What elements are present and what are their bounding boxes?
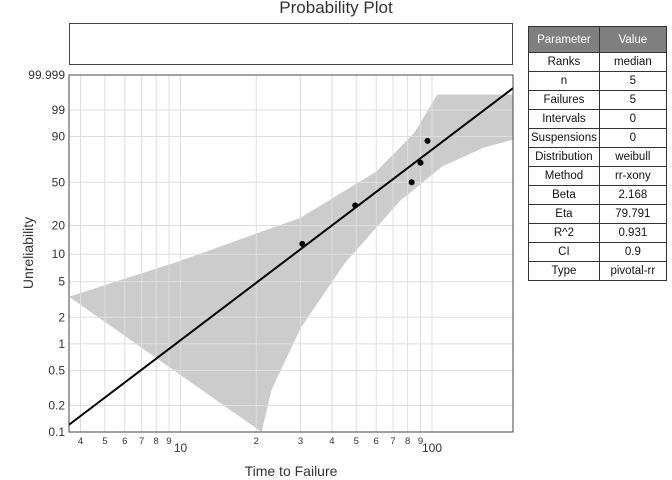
y-axis-label: Unreliability [20, 217, 36, 289]
value-cell: rr-xony [598, 166, 667, 186]
value-cell: median [598, 52, 667, 72]
x-minor-tick-label: 7 [390, 436, 395, 447]
value-cell: 2.168 [598, 185, 667, 205]
y-tick-label: 10 [52, 247, 66, 261]
x-minor-tick-label: 3 [298, 436, 303, 447]
x-minor-tick-label: 4 [78, 436, 83, 447]
legend-box [69, 23, 513, 65]
fit-line-layer [68, 87, 514, 426]
x-minor-tick-label: 9 [166, 436, 171, 447]
table-row: R^2 0.931 [528, 223, 667, 243]
data-point [417, 159, 424, 166]
value-cell: 0.9 [598, 242, 667, 262]
param-cell: Suspensions [528, 128, 600, 148]
param-cell: Type [528, 261, 600, 281]
x-axis-label: Time to Failure [245, 463, 338, 479]
x-minor-tick-label: 2 [254, 436, 259, 447]
table-row: Method rr-xony [528, 166, 667, 186]
data-points-layer [299, 137, 431, 247]
value-cell: 5 [598, 90, 667, 110]
x-minor-tick-label: 8 [405, 436, 410, 447]
y-tick-label: 1 [58, 337, 65, 351]
value-cell: 79.791 [598, 204, 667, 224]
x-minor-tick-label: 6 [374, 436, 379, 447]
param-cell: Beta [528, 185, 600, 205]
table-row: Distribution weibull [528, 147, 667, 167]
value-cell: 5 [598, 71, 667, 91]
confidence-band [69, 94, 513, 432]
table-row: Suspensions 0 [528, 128, 667, 148]
table-row: Type pivotal-rr [528, 261, 667, 281]
value-cell: weibull [598, 147, 667, 167]
x-major-tick-label: 10 [174, 441, 188, 455]
table-row: Beta 2.168 [528, 185, 667, 205]
param-cell: R^2 [528, 223, 600, 243]
confidence-band-layer [69, 94, 513, 432]
y-tick-label: 50 [52, 175, 66, 189]
y-tick-label: 20 [52, 219, 66, 233]
table-row: Failures 5 [528, 90, 667, 110]
data-point [299, 240, 306, 247]
y-tick-label: 0.5 [48, 363, 65, 377]
param-cell: Distribution [528, 147, 600, 167]
table-row: Eta 79.791 [528, 204, 667, 224]
value-cell: 0 [598, 109, 667, 129]
param-cell: Failures [528, 90, 600, 110]
x-minor-tick-label: 7 [139, 436, 144, 447]
y-tick-label: 5 [58, 275, 65, 289]
x-minor-tick-label: 6 [122, 436, 127, 447]
header-value: Value [598, 26, 667, 53]
table-row: Ranks median [528, 52, 667, 72]
y-tick-label: 99.999 [28, 68, 65, 82]
y-tick-label: 90 [52, 129, 66, 143]
data-point [408, 179, 415, 186]
plot-area-frame [68, 74, 514, 433]
fit-line [68, 87, 514, 426]
param-cell: CI [528, 242, 600, 262]
value-cell: 0.931 [598, 223, 667, 243]
table-header-row: Parameter Value [528, 26, 667, 53]
param-cell: n [528, 71, 600, 91]
table-row: Intervals 0 [528, 109, 667, 129]
param-cell: Intervals [528, 109, 600, 129]
x-minor-tick-label: 5 [102, 436, 107, 447]
param-cell: Eta [528, 204, 600, 224]
x-minor-tick-label: 4 [329, 436, 334, 447]
table-row: CI 0.9 [528, 242, 667, 262]
value-cell: pivotal-rr [598, 261, 667, 281]
x-minor-tick-label: 5 [354, 436, 359, 447]
y-axis-ticks: 0.1 0.2 0.5 1 2 5 10 20 50 90 99 99.999 [28, 68, 65, 439]
y-tick-label: 99 [52, 103, 66, 117]
x-major-tick-label: 100 [422, 441, 442, 455]
x-axis-ticks: 4 5 6 7 8 9 2 3 4 5 6 7 8 910 100 [78, 436, 442, 455]
y-tick-label: 0.2 [48, 399, 65, 413]
param-cell: Method [528, 166, 600, 186]
data-point [352, 202, 359, 209]
y-tick-label: 2 [58, 310, 65, 324]
param-cell: Ranks [528, 52, 600, 72]
chart-title: Probability Plot [279, 0, 393, 17]
value-cell: 0 [598, 128, 667, 148]
data-point [424, 137, 431, 144]
x-minor-tick-label: 9 [418, 436, 423, 447]
x-minor-tick-label: 8 [154, 436, 159, 447]
header-parameter: Parameter [528, 26, 600, 53]
y-tick-label: 0.1 [48, 425, 65, 439]
